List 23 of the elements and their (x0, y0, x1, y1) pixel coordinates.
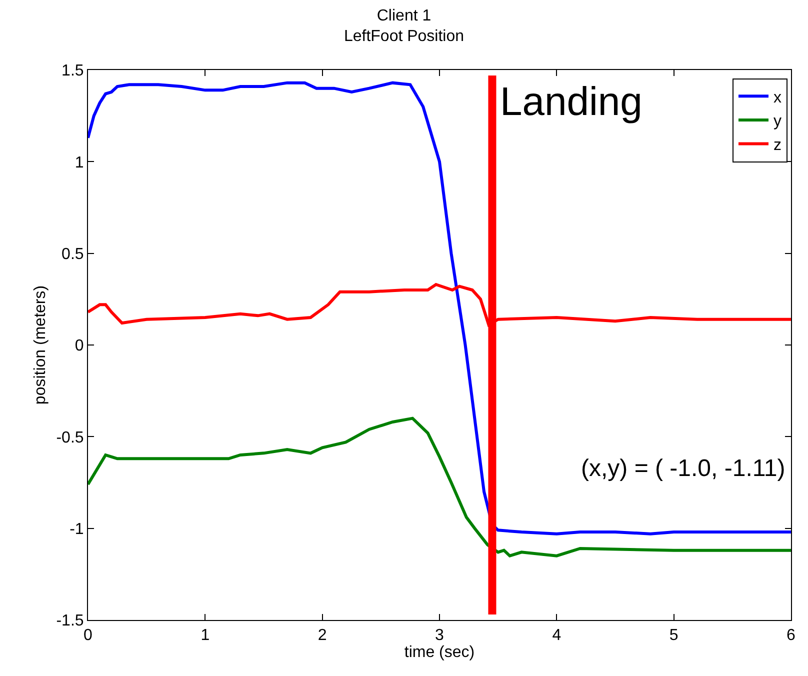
y-tick-label: 0 (74, 338, 84, 355)
ref-line-label: Landing (500, 80, 642, 124)
line-series (88, 416, 791, 558)
x-tick-label: 3 (435, 627, 444, 644)
line-series (88, 81, 791, 536)
annotation: (x,y) = ( -1.0, -1.11) (581, 455, 786, 482)
y-tick-label: 0.5 (62, 246, 84, 263)
y-tick-label: 1 (74, 154, 84, 172)
x-axis-title: time (sec) (404, 644, 475, 662)
y-tick-label: -0.5 (56, 429, 84, 446)
x-tick-label: 1 (200, 627, 210, 644)
legend-label: z (773, 136, 782, 154)
legend-label: x (773, 89, 782, 106)
x-tick-label: 6 (786, 627, 796, 644)
y-tick-label: -1 (70, 520, 84, 538)
chart-title: Client 1 LeftFoot Position (344, 7, 464, 46)
y-tick-label: -1.5 (56, 612, 84, 630)
y-tick-label: 1.5 (62, 62, 84, 80)
x-tick-label: 4 (552, 627, 562, 644)
x-tick-label: 5 (669, 627, 678, 644)
y-axis-title: position (meters) (32, 285, 50, 405)
legend-label: y (773, 113, 782, 130)
x-tick-label: 2 (318, 627, 327, 644)
